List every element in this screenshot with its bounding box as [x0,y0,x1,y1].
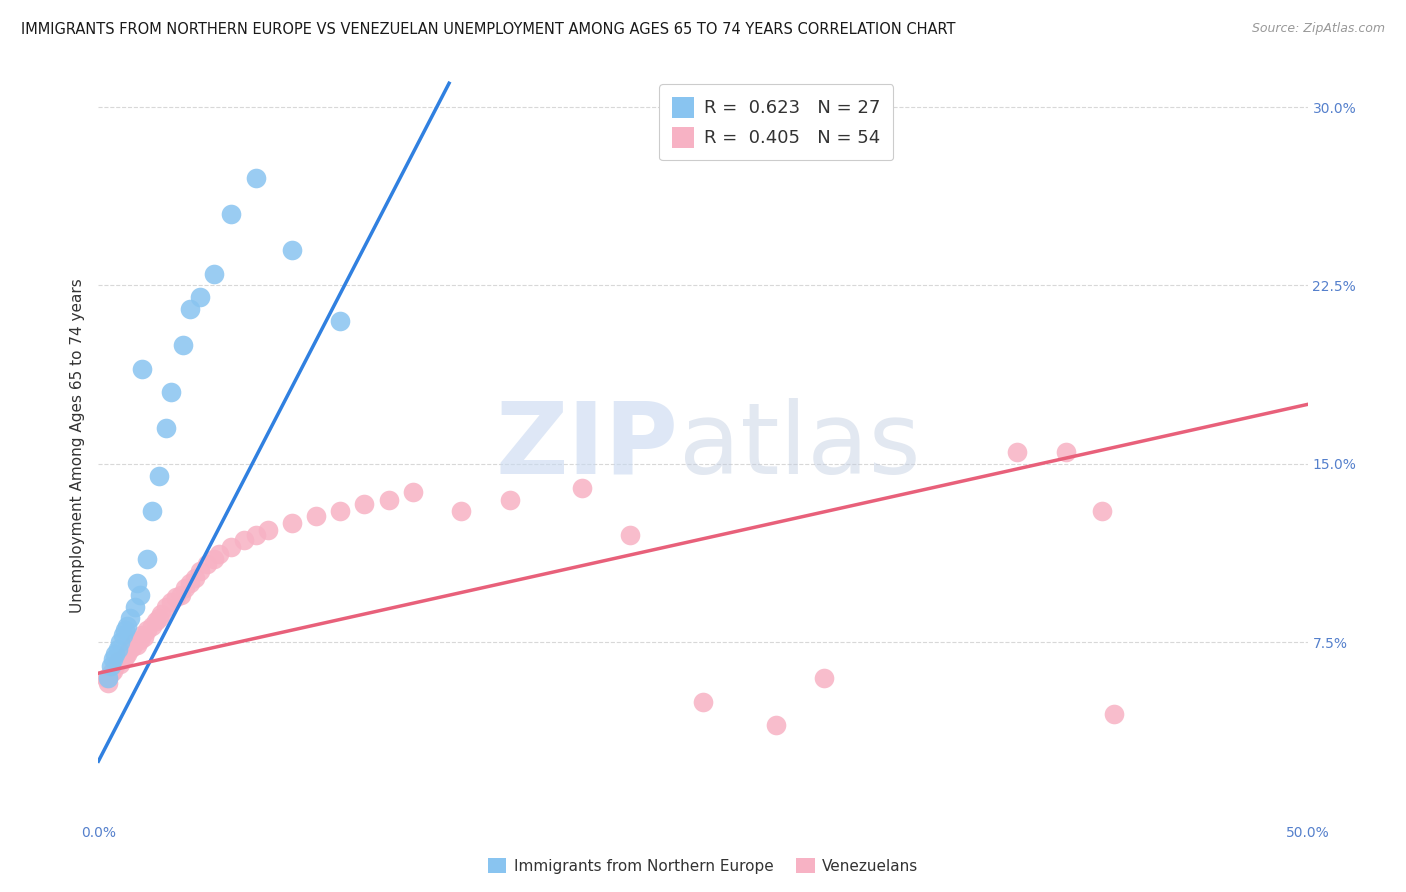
Point [134,631,156,645]
Point [232,533,254,547]
Point [172,338,194,352]
Point [1007,445,1029,459]
Point [353,497,375,511]
Point [131,361,153,376]
Point [97,671,120,685]
Point [118,642,141,657]
Point [204,552,226,566]
Point [813,671,835,685]
Point [104,659,127,673]
Point [114,624,136,638]
Point [329,314,352,328]
Point [117,618,139,632]
Point [245,528,267,542]
Point [101,652,124,666]
Point [377,492,399,507]
Point [141,618,163,632]
Legend: R =  0.623   N = 27, R =  0.405   N = 54: R = 0.623 N = 27, R = 0.405 N = 54 [659,84,893,161]
Point [114,649,136,664]
Point [571,481,593,495]
Point [135,624,157,638]
Point [174,581,197,595]
Text: ZIP: ZIP [496,398,679,494]
Text: IMMIGRANTS FROM NORTHERN EUROPE VS VENEZUELAN UNEMPLOYMENT AMONG AGES 65 TO 74 Y: IMMIGRANTS FROM NORTHERN EUROPE VS VENEZ… [21,22,956,37]
Point [107,642,129,657]
Point [97,675,120,690]
Point [128,632,150,647]
Point [160,385,183,400]
Point [155,421,177,435]
Point [188,290,211,304]
Point [184,571,207,585]
Point [131,628,153,642]
Text: atlas: atlas [679,398,921,494]
Point [150,607,173,621]
Point [148,611,170,625]
Y-axis label: Unemployment Among Ages 65 to 74 years: Unemployment Among Ages 65 to 74 years [69,278,84,614]
Point [124,599,146,614]
Point [692,695,714,709]
Point [1091,504,1114,518]
Point [128,588,150,602]
Point [127,638,149,652]
Point [179,302,201,317]
Point [94,671,117,685]
Point [204,267,226,281]
Point [245,171,267,186]
Point [107,654,129,668]
Point [100,659,122,673]
Point [124,635,146,649]
Point [117,647,139,661]
Point [108,657,131,671]
Legend: Immigrants from Northern Europe, Venezuelans: Immigrants from Northern Europe, Venezue… [481,852,925,880]
Point [145,614,167,628]
Point [101,664,124,678]
Point [148,468,170,483]
Point [111,628,134,642]
Point [127,575,149,590]
Point [108,635,131,649]
Point [281,243,304,257]
Point [281,516,304,531]
Point [118,611,141,625]
Point [195,557,218,571]
Point [179,575,201,590]
Point [208,547,231,561]
Point [100,666,122,681]
Point [165,590,187,604]
Point [135,552,157,566]
Point [104,647,127,661]
Point [329,504,352,518]
Point [256,524,278,538]
Point [450,504,472,518]
Point [155,599,177,614]
Point [498,492,520,507]
Point [402,485,425,500]
Point [221,540,243,554]
Point [169,588,191,602]
Point [305,509,328,524]
Point [141,504,163,518]
Text: Source: ZipAtlas.com: Source: ZipAtlas.com [1251,22,1385,36]
Point [221,207,243,221]
Point [121,640,143,654]
Point [765,718,787,732]
Point [111,652,134,666]
Point [1102,706,1125,721]
Point [188,564,211,578]
Point [1054,445,1077,459]
Point [619,528,641,542]
Point [160,595,183,609]
